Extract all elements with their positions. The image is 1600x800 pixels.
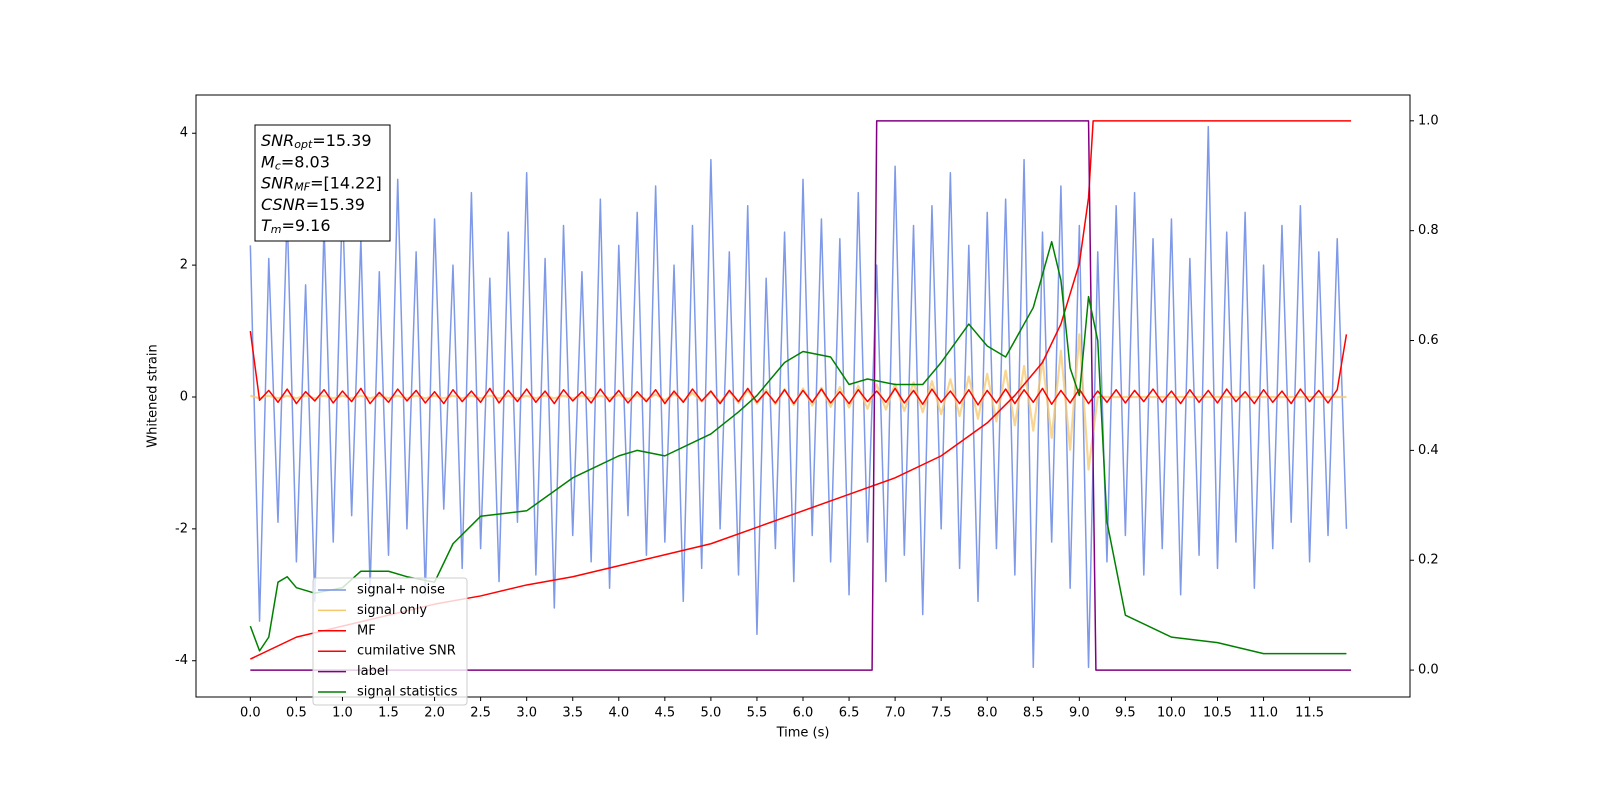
legend-label: signal statistics — [357, 685, 458, 700]
x-tick-label: 11.5 — [1295, 706, 1324, 721]
annotation-line: Tm=9.16 — [261, 216, 331, 237]
annotation-subscript: MF — [294, 181, 310, 194]
x-tick-label: 6.0 — [793, 706, 814, 721]
legend-box — [312, 577, 468, 706]
y-tick-label: -4 — [175, 653, 188, 668]
x-axis-label: Time (s) — [776, 726, 830, 741]
x-tick-label: 0.5 — [286, 706, 307, 721]
annotation-symbol: SNR — [261, 131, 294, 150]
annotation-value: =8.03 — [281, 152, 330, 171]
legend: signal+ noise signal only MF cumilative SNR… — [312, 577, 468, 706]
annotation-subscript: opt — [294, 138, 313, 151]
x-tick-label: 0.0 — [240, 706, 261, 721]
annotation-symbol: SNR — [261, 173, 294, 192]
y-tick-label: 2 — [180, 258, 188, 273]
annotation-value: =15.39 — [312, 131, 371, 150]
x-tick-label: 7.0 — [885, 706, 906, 721]
annotation-value: =15.39 — [306, 194, 365, 213]
x-tick-label: 8.5 — [1023, 706, 1044, 721]
annotation-box — [254, 124, 391, 242]
annotation-symbol: CSNR — [261, 194, 306, 213]
x-tick-label: 10.0 — [1157, 706, 1186, 721]
x-tick-label: 1.5 — [378, 706, 399, 721]
y2-tick-label: 0.2 — [1418, 553, 1439, 568]
x-tick-label: 3.5 — [562, 706, 583, 721]
legend-label: signal only — [357, 603, 427, 618]
y-tick-label: 4 — [180, 126, 188, 141]
x-tick-label: 5.0 — [701, 706, 722, 721]
x-tick-label: 9.5 — [1115, 706, 1136, 721]
annotation-value: =[14.22] — [310, 173, 382, 192]
x-tick-label: 3.0 — [516, 706, 537, 721]
y-tick-label: -2 — [175, 521, 188, 536]
legend-label: MF — [357, 623, 376, 638]
line-signal-statistics — [249, 240, 1347, 655]
x-tick-label: 5.5 — [747, 706, 768, 721]
annotation-line: CSNR=15.39 — [261, 194, 365, 213]
x-tick-label: 7.5 — [931, 706, 952, 721]
line-mf — [249, 330, 1348, 406]
x-tick-label: 1.0 — [332, 706, 353, 721]
annotation-value: =9.16 — [282, 216, 331, 235]
annotation-symbol: T — [261, 216, 272, 235]
x-tick-label: 8.0 — [977, 706, 998, 721]
x-tick-label: 11.0 — [1249, 706, 1278, 721]
annotation-line: SNRopt=15.39 — [261, 131, 372, 152]
x-tick-label: 4.0 — [608, 706, 629, 721]
legend-label: cumilative SNR — [357, 644, 456, 659]
annotation-subscript: c — [275, 159, 281, 172]
x-tick-label: 9.0 — [1069, 706, 1090, 721]
y-tick-label: 0 — [180, 389, 188, 404]
line-label — [250, 120, 1352, 671]
line-signal-noise — [249, 125, 1348, 669]
legend-label: label — [357, 664, 388, 679]
y2-tick-label: 0.8 — [1418, 223, 1439, 238]
annotation-line: SNRMF=[14.22] — [261, 173, 382, 194]
x-tick-label: 2.0 — [424, 706, 445, 721]
x-tick-label: 4.5 — [654, 706, 675, 721]
x-tick-label: 2.5 — [470, 706, 491, 721]
legend-label: signal+ noise — [357, 583, 445, 598]
x-tick-label: 10.5 — [1203, 706, 1232, 721]
annotation-line: Mc=8.03 — [261, 152, 330, 173]
annotation-lines: SNRopt=15.39Mc=8.03SNRMF=[14.22]CSNR=15.… — [261, 131, 382, 237]
annotation-subscript: m — [271, 223, 282, 236]
y2-tick-label: 0.6 — [1418, 333, 1439, 348]
y2-tick-label: 0.4 — [1418, 443, 1439, 458]
annotation-symbol: M — [261, 152, 275, 171]
y-axis-label: Whitened strain — [146, 344, 161, 447]
annotation: SNRopt=15.39Mc=8.03SNRMF=[14.22]CSNR=15.… — [254, 124, 391, 242]
y2-tick-label: 1.0 — [1418, 113, 1439, 128]
y2-tick-label: 0.0 — [1418, 663, 1439, 678]
x-tick-label: 6.5 — [839, 706, 860, 721]
